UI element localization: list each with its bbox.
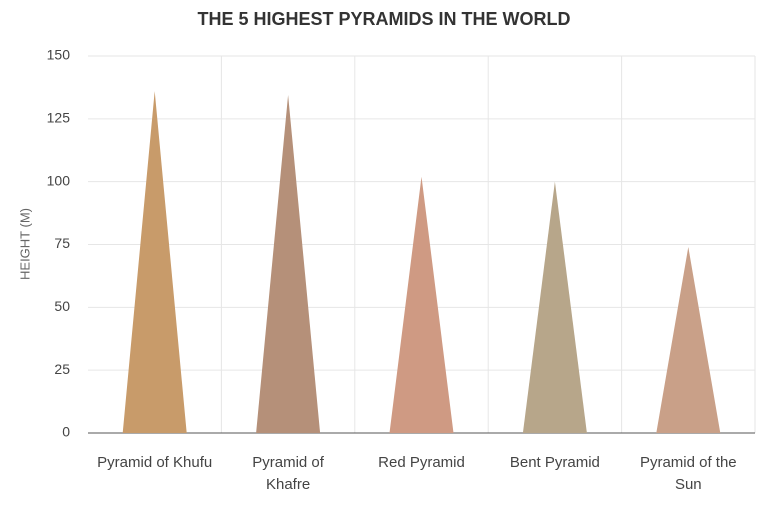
x-tick-label: Pyramid of Khufu (97, 454, 213, 471)
y-tick-label: 100 (47, 172, 71, 188)
y-tick-label: 25 (54, 361, 70, 377)
y-tick-label: 150 (47, 47, 71, 63)
y-tick-label: 50 (54, 298, 70, 314)
x-tick-label: Pyramid of the Sun (639, 454, 737, 493)
chart-title: THE 5 HIGHEST PYRAMIDS IN THE WORLD (197, 9, 570, 29)
x-tick-label: Pyramid of Khafre (252, 454, 324, 493)
y-tick-label: 0 (62, 424, 70, 440)
y-axis-label: HEIGHT (M) (17, 208, 32, 280)
pyramid-bar (389, 176, 454, 433)
pyramid-bar (656, 247, 721, 433)
pyramid-bar (122, 91, 187, 433)
pyramid-bar (522, 181, 587, 433)
x-tick-label: Red Pyramid (378, 454, 465, 471)
y-tick-label: 125 (47, 110, 71, 126)
x-tick-label: Bent Pyramid (509, 454, 600, 471)
y-tick-label: 75 (54, 235, 70, 251)
pyramid-bar (256, 94, 321, 433)
